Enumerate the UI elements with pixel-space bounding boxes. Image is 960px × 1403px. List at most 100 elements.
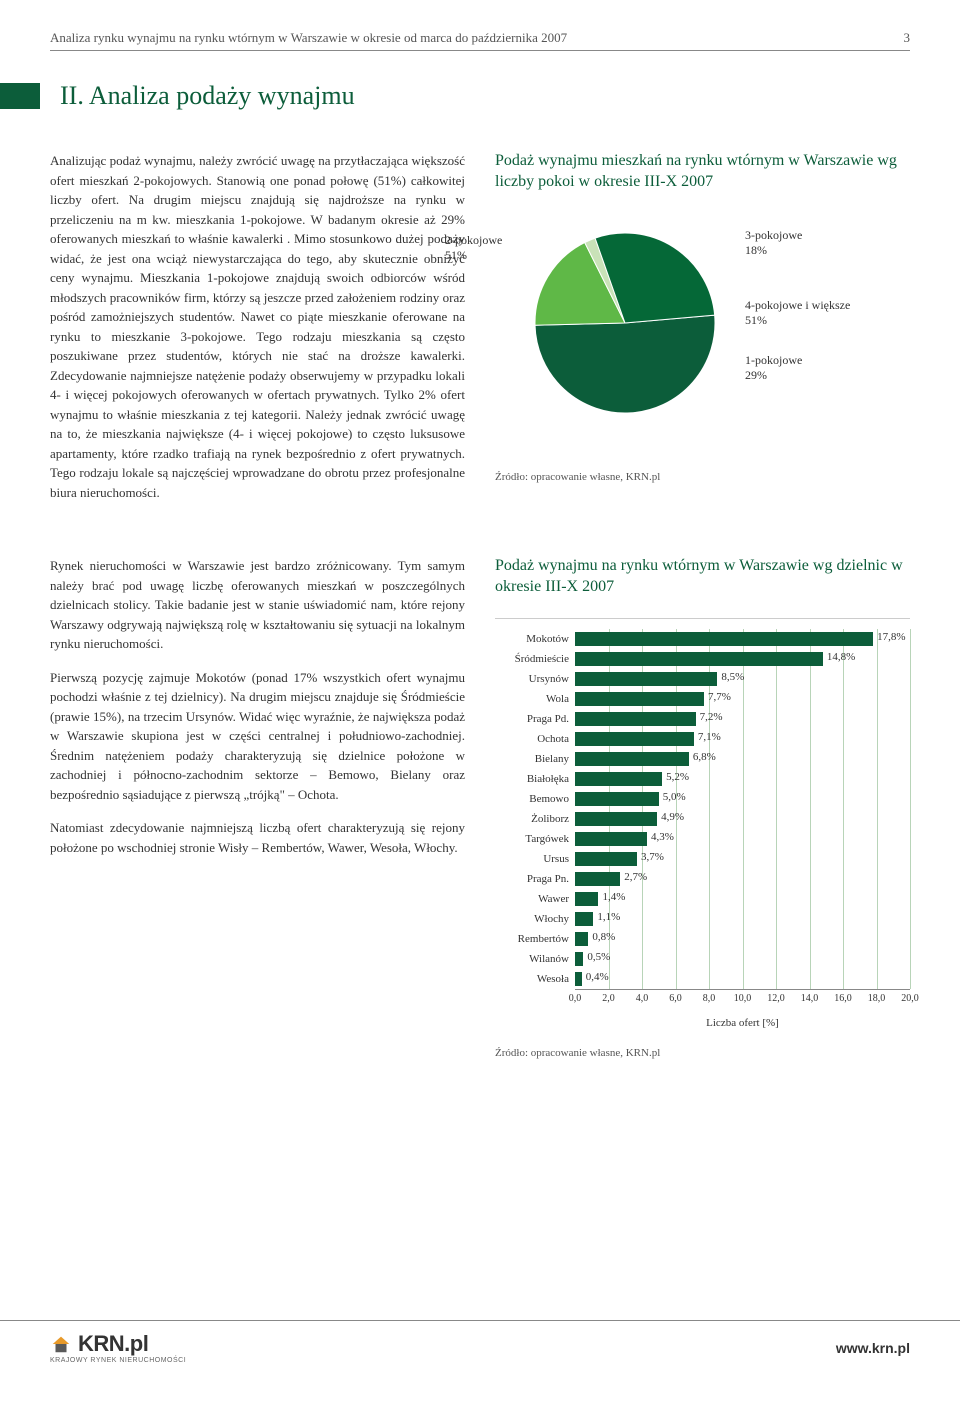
bar-category-label: Ursynów xyxy=(495,673,575,685)
body-text-2: Rynek nieruchomości w Warszawie jest bar… xyxy=(50,556,465,1059)
bar-value-label: 4,9% xyxy=(661,811,684,823)
bar-track: 14,8% xyxy=(575,652,910,666)
bar-fill xyxy=(575,732,694,746)
bar-category-label: Bielany xyxy=(495,753,575,765)
section-heading: II. Analiza podaży wynajmu xyxy=(0,81,910,111)
bar-fill xyxy=(575,752,689,766)
pie-chart: 2-pokojowe51%3-pokojowe18%4-pokojowe i w… xyxy=(495,213,910,463)
bar-fill xyxy=(575,892,598,906)
x-tick-label: 14,0 xyxy=(801,993,819,1004)
pie-slice-label: 2-pokojowe51% xyxy=(445,233,502,264)
pie-svg xyxy=(525,223,725,423)
x-axis-label: Liczba ofert [%] xyxy=(575,1017,910,1029)
bar-value-label: 0,5% xyxy=(587,951,610,963)
bar-track: 0,4% xyxy=(575,972,910,986)
title-accent-block xyxy=(0,83,40,109)
bar-fill xyxy=(575,712,696,726)
bar-value-label: 7,1% xyxy=(698,731,721,743)
bar-track: 7,7% xyxy=(575,692,910,706)
body-text-1: Analizując podaż wynajmu, należy zwrócić… xyxy=(50,151,465,516)
row-1: Analizując podaż wynajmu, należy zwrócić… xyxy=(50,151,910,516)
bar-category-label: Rembertów xyxy=(495,933,575,945)
bar-value-label: 1,1% xyxy=(597,911,620,923)
x-tick-label: 16,0 xyxy=(834,993,852,1004)
bar-fill xyxy=(575,912,593,926)
x-axis: 0,02,04,06,08,010,012,014,016,018,020,0 xyxy=(575,989,910,1009)
bar-row: Wilanów 0,5% xyxy=(495,949,910,969)
bar-category-label: Żoliborz xyxy=(495,813,575,825)
bar-track: 3,7% xyxy=(575,852,910,866)
x-tick-label: 4,0 xyxy=(636,993,649,1004)
x-tick-label: 8,0 xyxy=(703,993,716,1004)
bar-fill xyxy=(575,792,659,806)
x-tick-label: 0,0 xyxy=(569,993,582,1004)
bar-value-label: 14,8% xyxy=(827,651,855,663)
bar-fill xyxy=(575,652,823,666)
bar-row: Bielany6,8% xyxy=(495,749,910,769)
bar-category-label: Wola xyxy=(495,693,575,705)
bar-category-label: Bemowo xyxy=(495,793,575,805)
bar-track: 4,9% xyxy=(575,812,910,826)
x-tick-label: 10,0 xyxy=(734,993,752,1004)
bar-track: 17,8% xyxy=(575,632,910,646)
bar-fill xyxy=(575,632,873,646)
bar-fill xyxy=(575,672,717,686)
bar-category-label: Praga Pd. xyxy=(495,713,575,725)
bar-category-label: Targówek xyxy=(495,833,575,845)
paragraph: Rynek nieruchomości w Warszawie jest bar… xyxy=(50,556,465,654)
bar-value-label: 2,7% xyxy=(624,871,647,883)
bar-fill xyxy=(575,812,657,826)
bar-chart-panel: Podaż wynajmu na rynku wtórnym w Warszaw… xyxy=(495,556,910,1059)
bar-track: 4,3% xyxy=(575,832,910,846)
bar-track: 7,2% xyxy=(575,712,910,726)
bar-row: Praga Pd. 7,2% xyxy=(495,709,910,729)
bar-track: 2,7% xyxy=(575,872,910,886)
bar-category-label: Ursus xyxy=(495,853,575,865)
bar-category-label: Wilanów xyxy=(495,953,575,965)
bar-fill xyxy=(575,952,583,966)
bar-value-label: 8,5% xyxy=(721,671,744,683)
bar-track: 7,1% xyxy=(575,732,910,746)
bar-track: 6,8% xyxy=(575,752,910,766)
bar-category-label: Ochota xyxy=(495,733,575,745)
bar-track: 0,8% xyxy=(575,932,910,946)
bar-track: 8,5% xyxy=(575,672,910,686)
page: Analiza rynku wynajmu na rynku wtórnym w… xyxy=(0,0,960,1320)
x-tick-label: 6,0 xyxy=(669,993,682,1004)
x-tick-label: 20,0 xyxy=(901,993,919,1004)
footer-url: www.krn.pl xyxy=(836,1340,910,1356)
bar-category-label: Praga Pn. xyxy=(495,873,575,885)
bar-value-label: 1,4% xyxy=(602,891,625,903)
bar-track: 5,0% xyxy=(575,792,910,806)
bar-row: Wesoła0,4% xyxy=(495,969,910,989)
pie-chart-title: Podaż wynajmu mieszkań na rynku wtórnym … xyxy=(495,151,910,193)
bar-value-label: 17,8% xyxy=(877,631,905,643)
bar-row: Ursus 3,7% xyxy=(495,849,910,869)
pie-chart-panel: Podaż wynajmu mieszkań na rynku wtórnym … xyxy=(495,151,910,516)
bar-row: Śródmieście14,8% xyxy=(495,649,910,669)
bar-fill xyxy=(575,972,582,986)
section-title: II. Analiza podaży wynajmu xyxy=(60,81,355,111)
bar-category-label: Mokotów xyxy=(495,633,575,645)
bar-value-label: 5,2% xyxy=(666,771,689,783)
bar-chart: Mokotów 17,8% Śródmieście14,8% Ursynów 8,5% W… xyxy=(495,618,910,1039)
paragraph: Pierwszą pozycję zajmuje Mokotów (ponad … xyxy=(50,668,465,805)
bar-row: Białołęka 5,2% xyxy=(495,769,910,789)
bar-value-label: 3,7% xyxy=(641,851,664,863)
bar-category-label: Białołęka xyxy=(495,773,575,785)
bar-value-label: 0,4% xyxy=(586,971,609,983)
bar-fill xyxy=(575,872,620,886)
bar-row: Ursynów 8,5% xyxy=(495,669,910,689)
page-header: Analiza rynku wynajmu na rynku wtórnym w… xyxy=(50,30,910,51)
header-title: Analiza rynku wynajmu na rynku wtórnym w… xyxy=(50,30,567,46)
house-icon xyxy=(50,1333,72,1355)
bar-source: Źródło: opracowanie własne, KRN.pl xyxy=(495,1047,910,1059)
pie-slice-label: 4-pokojowe i większe51% xyxy=(745,298,850,329)
bar-row: Żoliborz 4,9% xyxy=(495,809,910,829)
bar-value-label: 7,7% xyxy=(708,691,731,703)
bar-chart-title: Podaż wynajmu na rynku wtórnym w Warszaw… xyxy=(495,556,910,598)
bar-value-label: 7,2% xyxy=(700,711,723,723)
pie-slice xyxy=(535,315,715,413)
bar-track: 0,5% xyxy=(575,952,910,966)
bar-row: Mokotów 17,8% xyxy=(495,629,910,649)
